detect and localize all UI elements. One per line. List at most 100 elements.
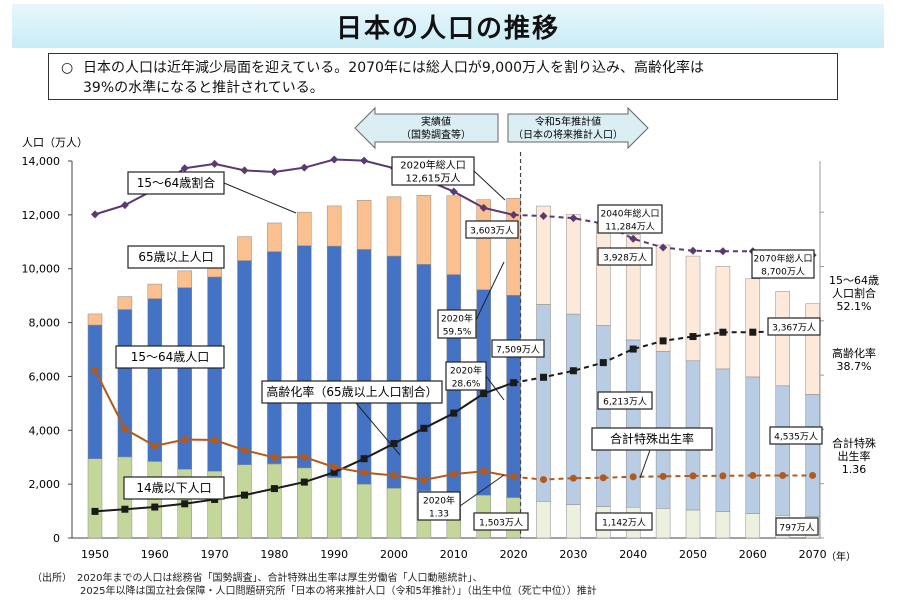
bar-segment (685, 255, 701, 362)
bar-segment (745, 278, 761, 378)
working-share-point (180, 164, 189, 173)
legend-fertility-label: 合計特殊出生率 (610, 431, 694, 446)
bar-segment (87, 458, 103, 539)
fertility-point (659, 472, 667, 480)
x-tick-label: 1950 (81, 548, 109, 561)
total-2020-label: 12,615万人 (406, 173, 461, 185)
aging-rate-point (450, 409, 458, 417)
bar-segment (326, 245, 342, 478)
aging-rate-point (181, 500, 189, 508)
chart-header-arrows: 実績値（国勢調査等） 令和5年推計値（日本の将来推計人口） (354, 106, 649, 150)
bar-segment (297, 467, 312, 539)
fertility-point (450, 470, 458, 478)
working-share-point (689, 246, 697, 255)
bar-segment (685, 509, 701, 539)
fertility-point (241, 446, 248, 454)
aging-rate-point (659, 337, 667, 345)
summary-line-1: 日本の人口は近年減少局面を迎えている。2070年には総人口が9,000万人を割り… (83, 60, 705, 76)
fertility-point (270, 454, 278, 461)
bar-segment (775, 291, 790, 387)
value-2040-aged-box (597, 247, 653, 266)
aging-rate-point (629, 345, 637, 353)
bar-segment (476, 199, 491, 291)
working-share-point (539, 212, 548, 221)
total-2040-label: 2040年総人口 (601, 208, 660, 220)
aging-rate-point (510, 379, 518, 387)
bar-segment (297, 211, 312, 246)
bar-segment (326, 205, 342, 247)
bar-segment (566, 214, 581, 315)
chart-axes: 人口（万人） 0 2,000 4,000 6,000 8,000 10,000 12,000 1… (22, 136, 857, 563)
bar-segment (536, 304, 551, 502)
aging-rate-point (241, 491, 248, 499)
share-2020-box (437, 309, 477, 339)
bar-segment (655, 508, 671, 539)
value-2070-aged-box (767, 317, 821, 336)
bar-segment (596, 223, 611, 326)
aging-rate-point (151, 503, 159, 511)
y-tick-label: 8,000 (29, 317, 61, 330)
fertility-point (779, 471, 787, 479)
aging-2020-box (445, 361, 487, 391)
working-share-point (479, 203, 488, 212)
fertility-point (181, 436, 189, 444)
fertility-point (151, 442, 159, 450)
bar-segment (715, 511, 731, 539)
fertility-point (211, 436, 219, 444)
bar-segment (386, 196, 402, 257)
fertility-point (390, 471, 398, 479)
bar-segment (536, 501, 551, 539)
footnote: （出所） 2020年までの人口は総務省「国勢調査」、合計特殊出生率は厚生労働省「… (32, 572, 597, 598)
value-2020-children-box (473, 512, 529, 531)
fertility-point (629, 473, 637, 481)
bar-segment (356, 483, 372, 539)
value-2070-children-box (775, 517, 819, 536)
bar-segment (745, 513, 761, 539)
bar-segment (147, 298, 163, 462)
bar-segment (446, 195, 462, 275)
working-share-point (330, 155, 339, 164)
bar-segment (805, 394, 820, 517)
legend-aging-label: 高齢化率（65歳以上人口割合） (266, 384, 437, 399)
fert-2020-label: 1.33 (429, 510, 449, 520)
y-tick-label: 2,000 (29, 478, 61, 491)
value-2020-children-label: 1,503万人 (479, 518, 523, 529)
right-label-aging-rate: 高齢化率 (832, 346, 876, 360)
fertility-point (569, 474, 577, 482)
actual-label: 実績値 (421, 115, 451, 128)
aging-rate-point (420, 424, 428, 432)
fertility-point (91, 366, 99, 374)
value-2070-working-box (769, 426, 823, 445)
working-share-point (449, 187, 458, 196)
total-2070-box (751, 249, 815, 279)
fertility-point (719, 472, 727, 480)
value-2040-children-label: 1,142万人 (602, 518, 646, 529)
right-label-working-share: 人口割合 (832, 286, 876, 300)
bar-segment (326, 477, 342, 539)
bar-segment (566, 504, 581, 539)
value-2040-working-label: 6,213万人 (603, 397, 647, 408)
aging-rate-point (480, 390, 488, 398)
x-tick-label: 2060 (739, 548, 767, 561)
legend-children-label: 14歳以下人口 (136, 481, 211, 495)
bar-segment (655, 244, 671, 352)
legend-working-share-label: 15～64歳割合 (137, 175, 216, 190)
right-label-fertility: 出生率 (838, 449, 871, 463)
bar-segment (177, 270, 192, 288)
fertility-line-projection (513, 474, 813, 481)
aging-rate-point (360, 455, 368, 463)
bar-segment (237, 236, 252, 261)
value-2020-working-box (491, 339, 545, 358)
value-2070-children-label: 797万人 (779, 523, 814, 534)
bar-segment (536, 205, 551, 305)
total-2040-label: 11,284万人 (605, 222, 655, 233)
bar-segment (117, 296, 133, 310)
fertility-point (749, 471, 757, 479)
bar-segment (87, 313, 103, 326)
bar-segment (506, 295, 521, 498)
summary-box: ○ 日本の人口は近年減少局面を迎えている。2070年には総人口が9,000万人を割… (48, 53, 838, 100)
legend-aged-box (127, 245, 225, 269)
x-axis-unit: （年） (826, 550, 856, 563)
right-label-working-share: 52.1% (837, 300, 872, 313)
fertility-point (510, 473, 518, 481)
